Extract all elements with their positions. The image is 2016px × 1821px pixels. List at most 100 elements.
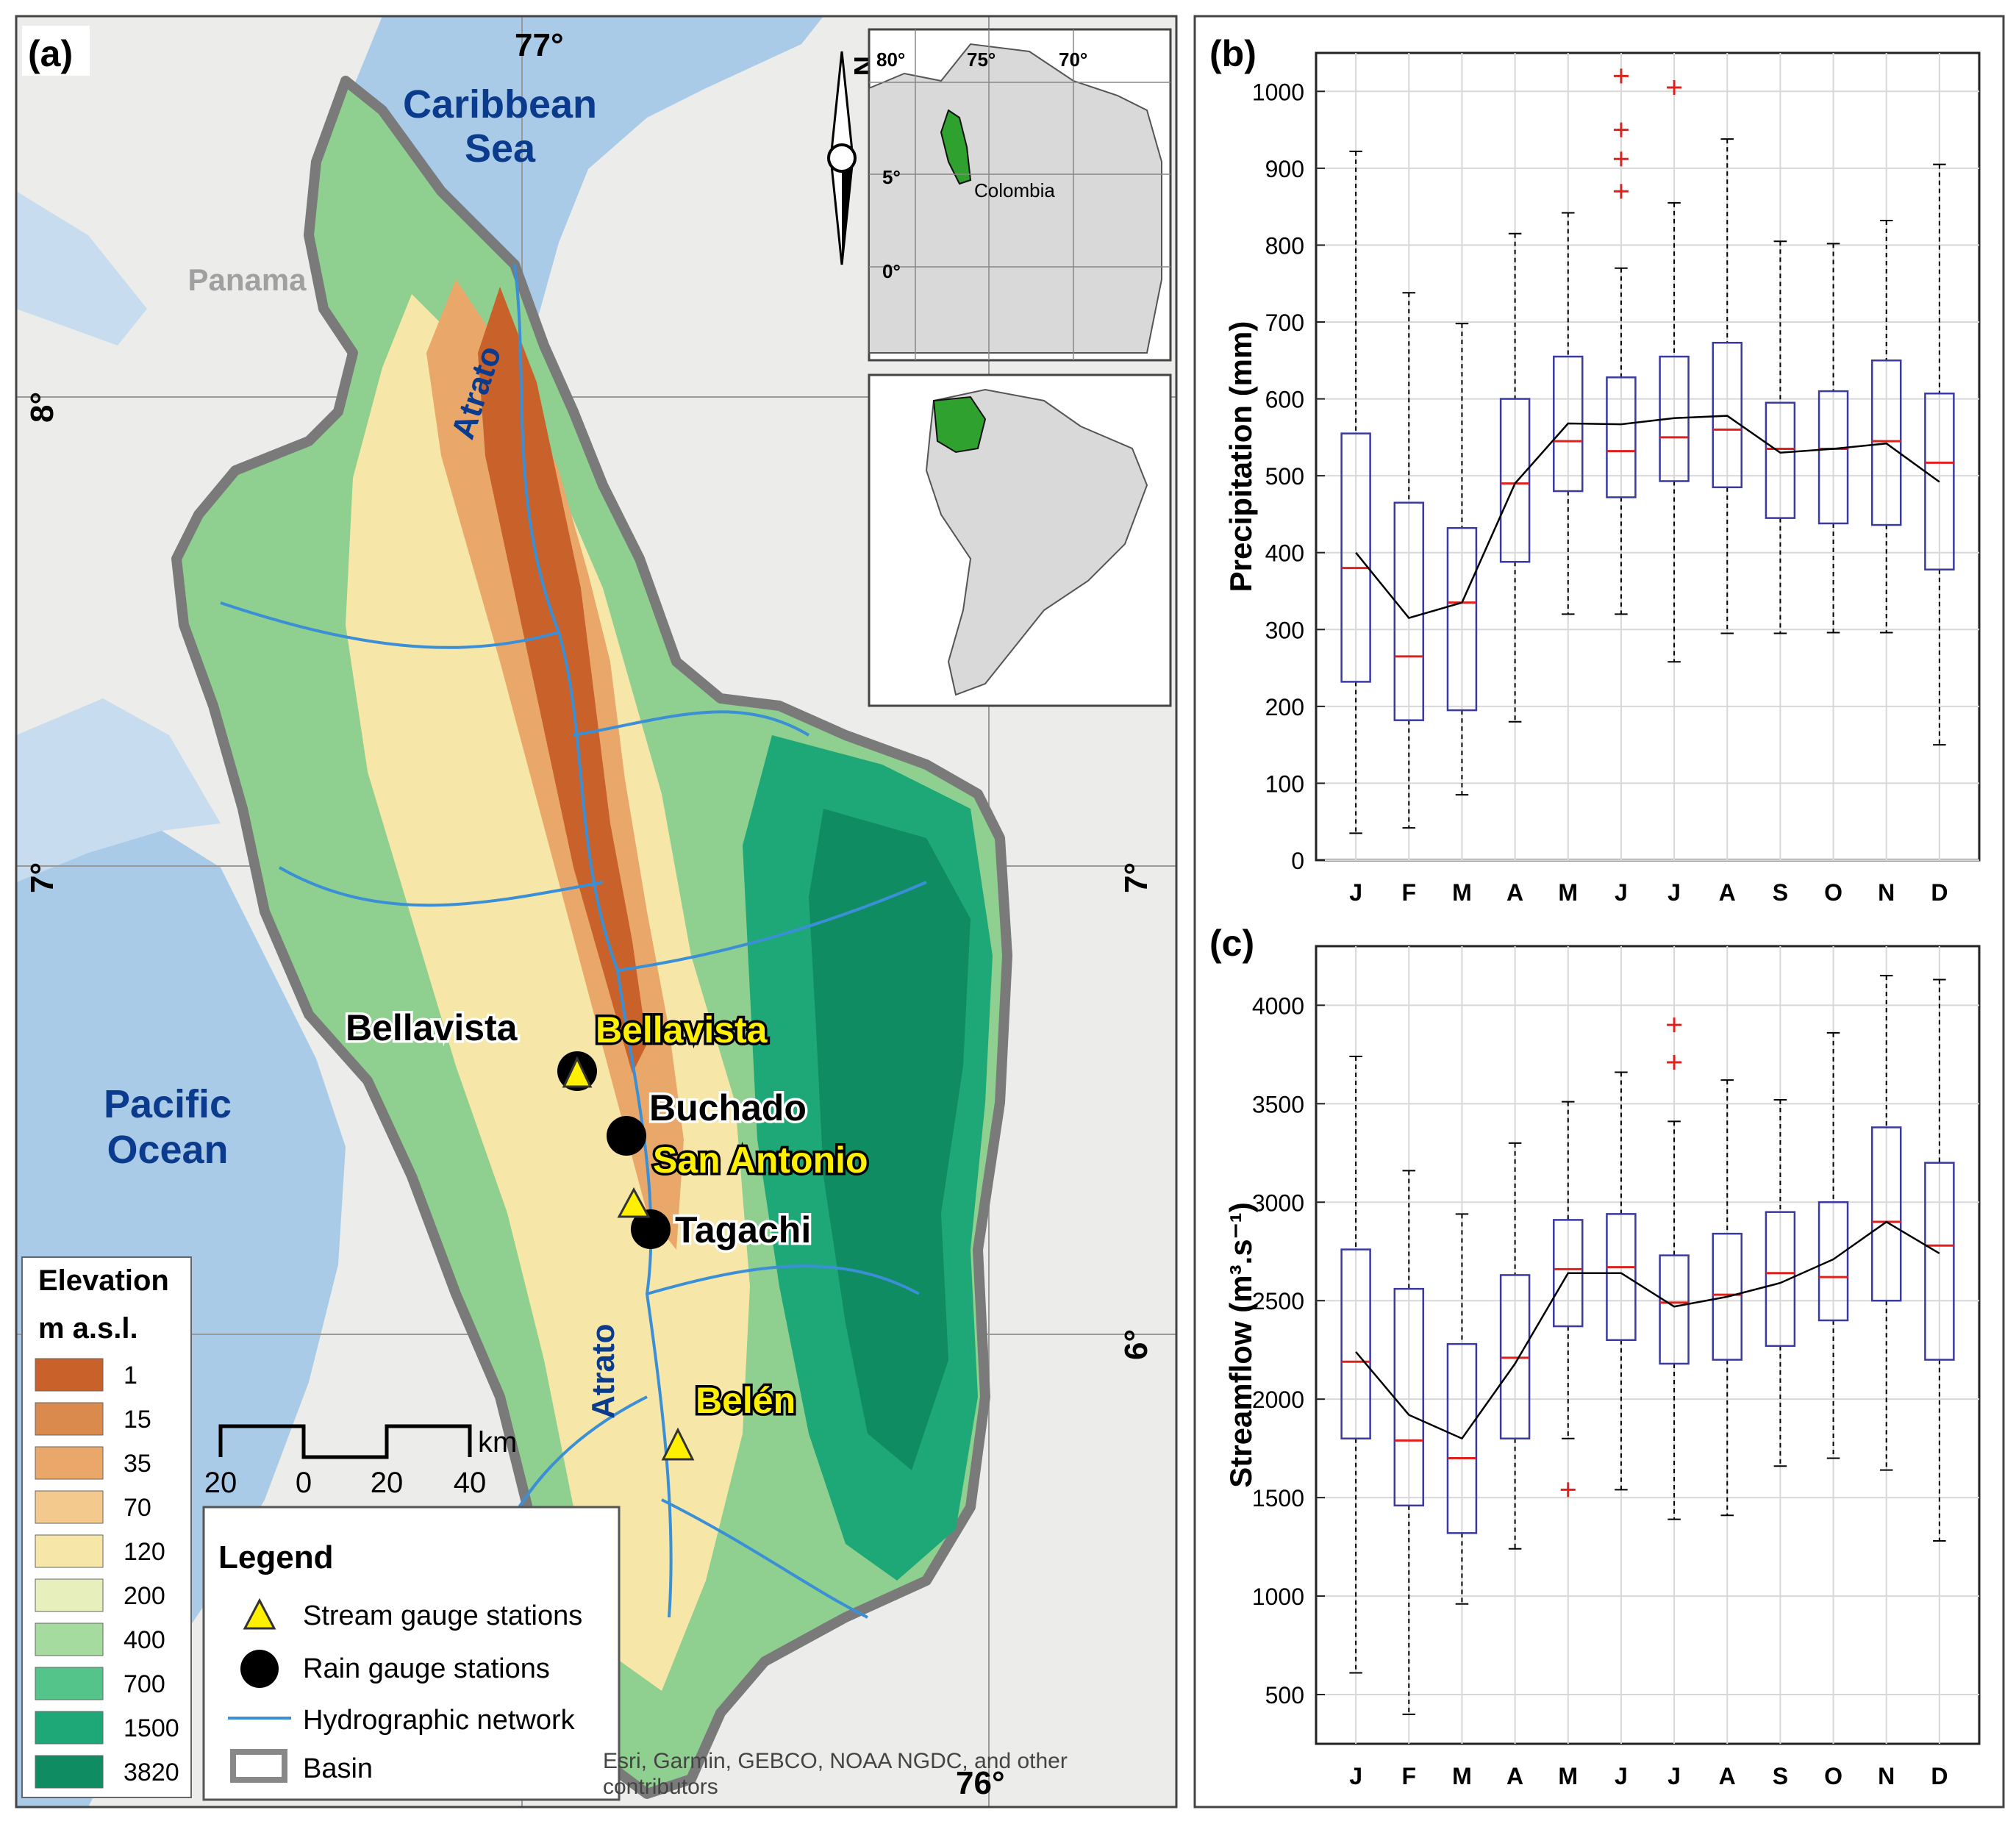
- iqr-box: [1924, 393, 1955, 570]
- box-j-6: [1659, 1017, 1690, 1520]
- elevation-swatch: [35, 1755, 104, 1789]
- x-tick-label: J: [1668, 1763, 1681, 1789]
- x-tick-label: F: [1402, 1763, 1417, 1789]
- iqr-box: [1446, 1342, 1478, 1534]
- river-label-atrato-south: Atrato: [585, 1323, 621, 1419]
- scale-bar-tick-40: 40: [454, 1467, 487, 1499]
- inset-colombia-landmass: [868, 43, 1162, 354]
- inset-south-america: [868, 373, 1172, 707]
- inset-lon-80: 80°: [876, 49, 905, 71]
- legend-item-rain-gauge: Rain gauge stations: [303, 1653, 550, 1684]
- iqr-box: [1712, 1232, 1742, 1361]
- map-legend: Legend Stream gauge stations Rain gauge …: [202, 1506, 621, 1801]
- map-tag-background: [22, 26, 90, 76]
- lon-tick-76: 76°: [956, 1765, 1005, 1801]
- x-tick-label: S: [1773, 1763, 1788, 1789]
- y-tick-label: 500: [1265, 1682, 1304, 1709]
- outlier-marker: [1613, 122, 1629, 137]
- elevation-swatch: [35, 1534, 104, 1568]
- x-tick-label: M: [1558, 1763, 1578, 1789]
- box-j-5: [1606, 68, 1637, 615]
- x-tick-label: A: [1506, 879, 1523, 906]
- stream-station-label-san-antonio: San Antonio: [653, 1140, 868, 1181]
- elevation-swatch: [35, 1358, 104, 1392]
- inset-lon-75: 75°: [967, 49, 996, 71]
- elevation-swatch-label: 35: [124, 1450, 151, 1478]
- outlier-marker: [1560, 1482, 1576, 1498]
- elevation-band-peak: [809, 809, 971, 1470]
- x-tick-label: J: [1668, 879, 1681, 906]
- rain-station-label-buchado: Buchado: [649, 1087, 807, 1128]
- box-a-3: [1499, 232, 1531, 723]
- scale-bar-tick-20a: 20: [204, 1467, 237, 1499]
- y-tick-label: 2000: [1252, 1387, 1304, 1413]
- stream-gauge-bellavista: [562, 1056, 593, 1088]
- y-tick-label: 0: [1291, 848, 1304, 874]
- y-tick-label: 4000: [1252, 992, 1304, 1019]
- elevation-swatch-label: 120: [124, 1538, 165, 1566]
- rain-station-label-bellavista: Bellavista: [346, 1007, 518, 1048]
- rain-gauge-tagachi: [631, 1209, 671, 1249]
- lat-tick-8: 8°: [24, 392, 60, 423]
- x-tick-label: N: [1878, 1763, 1895, 1789]
- legend-rain-gauge-symbol: [240, 1650, 279, 1688]
- box-d-11: [1924, 163, 1955, 746]
- panel-tag: (c): [1209, 923, 1254, 964]
- iqr-box: [1870, 1126, 1902, 1302]
- panel-tag: (b): [1209, 33, 1257, 74]
- y-tick-label: 500: [1265, 463, 1304, 490]
- x-tick-label: J: [1615, 879, 1628, 906]
- y-tick-label: 300: [1265, 617, 1304, 643]
- x-tick-label: A: [1506, 1763, 1523, 1789]
- iqr-box: [1606, 376, 1637, 498]
- iqr-box: [1924, 1162, 1955, 1361]
- elevation-swatch-label: 70: [124, 1494, 151, 1522]
- y-axis-label: Streamflow (m³.s⁻¹): [1223, 1202, 1258, 1488]
- y-tick-label: 1000: [1252, 1584, 1304, 1610]
- outlier-marker: [1667, 80, 1682, 96]
- lat-tick-7-right: 7°: [1118, 862, 1154, 893]
- elevation-legend-swatches: 1 15 35 70 120 200 400 700 1500 3820: [35, 1358, 179, 1789]
- x-tick-label: M: [1452, 879, 1472, 906]
- iqr-box: [1870, 359, 1902, 526]
- box-a-3: [1499, 1142, 1531, 1550]
- y-tick-label: 200: [1265, 694, 1304, 720]
- iqr-box: [1712, 341, 1742, 489]
- scale-bar-labels: 20 0 20 40 km: [204, 1426, 518, 1499]
- elevation-swatch-label: 1: [124, 1362, 137, 1389]
- stream-station-label-belen: Belén: [696, 1380, 796, 1421]
- gulf-coast: [16, 191, 147, 346]
- inset-lon-70: 70°: [1059, 49, 1087, 71]
- iqr-box: [1659, 1254, 1690, 1365]
- elevation-swatch-label: 400: [124, 1626, 165, 1654]
- iqr-box: [1817, 1201, 1849, 1322]
- x-tick-label: S: [1773, 879, 1788, 906]
- x-tick-label: J: [1349, 879, 1362, 906]
- box-j-0: [1340, 1056, 1371, 1674]
- stream-gauge-san-antonio: [617, 1187, 651, 1218]
- iqr-box: [1446, 527, 1478, 712]
- legend-item-basin: Basin: [303, 1753, 373, 1784]
- x-tick-label: O: [1824, 879, 1842, 906]
- x-tick-label: F: [1402, 879, 1417, 906]
- y-tick-label: 3000: [1252, 1189, 1304, 1216]
- attribution-line1: Esri, Garmin, GEBCO, NOAA NGDC, and othe…: [603, 1749, 1068, 1773]
- iqr-box: [1765, 1211, 1796, 1348]
- shallow-coast: [16, 698, 221, 882]
- legend-item-hydrographic: Hydrographic network: [303, 1705, 576, 1736]
- elevation-swatch: [35, 1490, 104, 1524]
- elevation-swatch-label: 1500: [124, 1714, 179, 1742]
- elevation-band-floodplain: [478, 287, 647, 1073]
- sea-label-line2: Sea: [465, 126, 536, 171]
- outlier-marker: [1613, 184, 1629, 199]
- x-tick-label: M: [1558, 879, 1578, 906]
- scale-bar-tick-20b: 20: [371, 1467, 404, 1499]
- stream-gauge-belen: [661, 1427, 695, 1461]
- elevation-legend: Elevation m a.s.l. 1 15 35 70 120 200 400 700 15…: [21, 1256, 192, 1798]
- plot-area: [1315, 51, 1981, 862]
- lat-tick-6: 6°: [1118, 1329, 1154, 1360]
- lat-tick-7: 7°: [24, 862, 60, 893]
- x-tick-label: N: [1878, 879, 1895, 906]
- box-o-9: [1817, 243, 1849, 634]
